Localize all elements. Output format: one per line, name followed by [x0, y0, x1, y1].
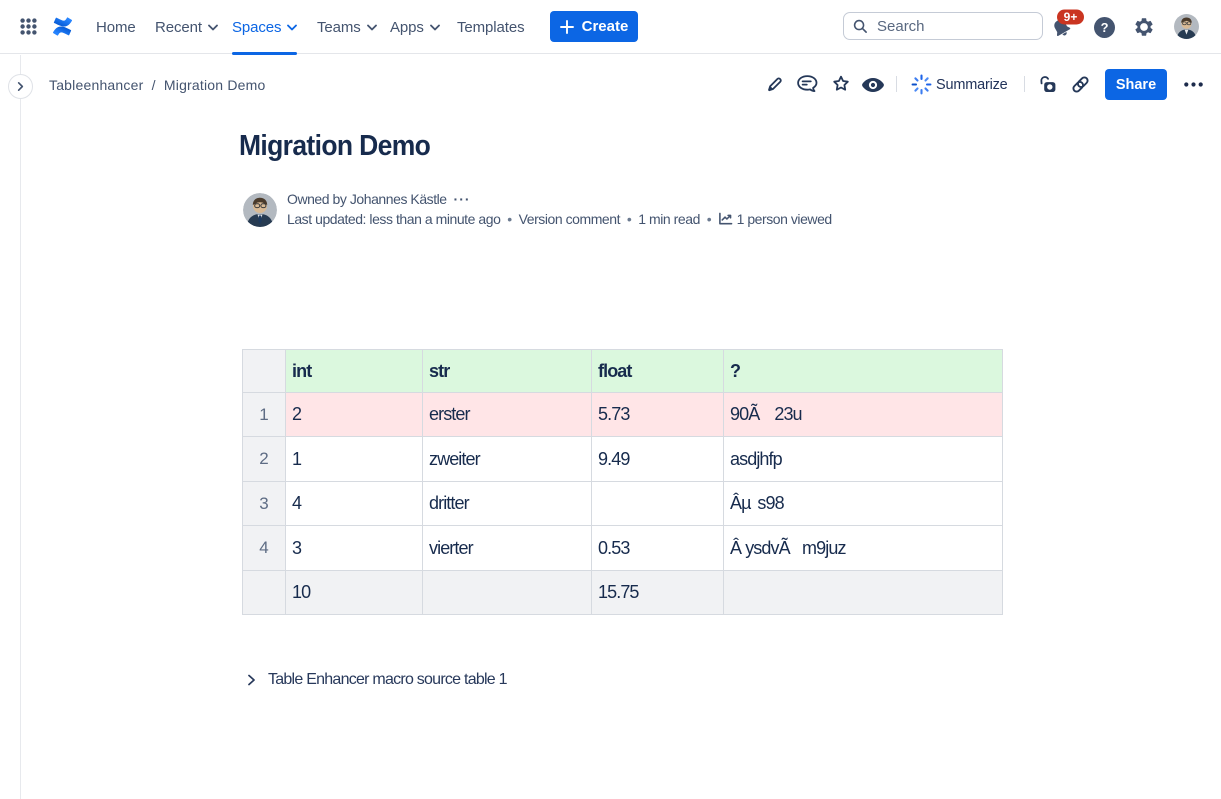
svg-text:9+: 9+ — [1064, 10, 1078, 24]
svg-text:?: ? — [1101, 20, 1109, 35]
